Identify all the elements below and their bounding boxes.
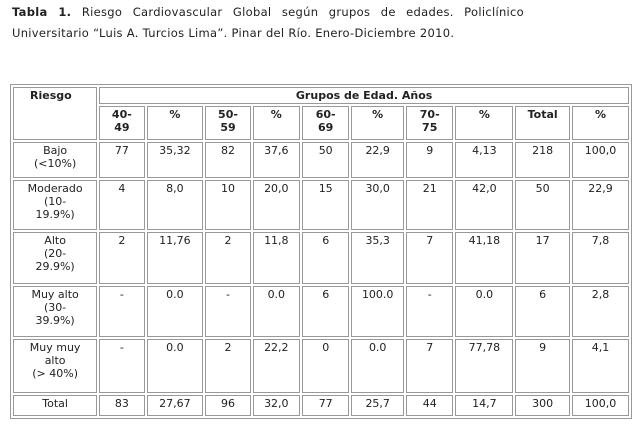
cell: 8,0 bbox=[146, 180, 204, 230]
cell: 50 bbox=[302, 142, 350, 178]
row-label: Bajo (<10%) bbox=[13, 142, 98, 178]
cell: 100,0 bbox=[572, 395, 629, 416]
cell: 77,78 bbox=[455, 339, 514, 393]
cell: 77 bbox=[302, 395, 350, 416]
caption-text: Riesgo Cardiovascular Global según grupo… bbox=[12, 5, 524, 40]
table-row: Muy muy alto (> 40%) -0.0 2 22,2 0 0.0 7 77,78 9… bbox=[13, 339, 629, 393]
column-header: 50- 59 bbox=[205, 106, 251, 140]
cell: 2 bbox=[99, 232, 145, 284]
cell: 4,1 bbox=[572, 339, 629, 393]
cell: 0.0 bbox=[455, 286, 514, 337]
header-row: 40- 49% 50- 59% 60- 69% 70- 75% Total% bbox=[13, 106, 629, 140]
cell: 2 bbox=[205, 232, 251, 284]
cell: 11,8 bbox=[252, 232, 300, 284]
caption-label: Tabla 1. bbox=[12, 5, 72, 19]
cell: 6 bbox=[302, 232, 350, 284]
table-body: Riesgo Grupos de Edad. Años 40- 49% 50- 59%… bbox=[13, 87, 629, 416]
cell: 25,7 bbox=[351, 395, 405, 416]
cell: 9 bbox=[515, 339, 571, 393]
cell: 100.0 bbox=[351, 286, 405, 337]
column-header: Total bbox=[515, 106, 571, 140]
cell: 10 bbox=[205, 180, 251, 230]
cell: 7 bbox=[406, 232, 454, 284]
cell: 6 bbox=[302, 286, 350, 337]
cell: 82 bbox=[205, 142, 251, 178]
cell: 2 bbox=[205, 339, 251, 393]
cell: 6 bbox=[515, 286, 571, 337]
table-row: Total 83 27,67 96 32,0 77 25,7 44 14,7 300 100,0 bbox=[13, 395, 629, 416]
cell: 7,8 bbox=[572, 232, 629, 284]
table-row: Bajo (<10%) 77 35,32 82 37,6 50 22,9 9 4,13 218 10… bbox=[13, 142, 629, 178]
cell: 50 bbox=[515, 180, 571, 230]
cell: 35,3 bbox=[351, 232, 405, 284]
cell: 22,2 bbox=[252, 339, 300, 393]
cell: - bbox=[99, 339, 145, 393]
cell: 35,32 bbox=[146, 142, 204, 178]
row-label: Total bbox=[13, 395, 98, 416]
column-header: 70- 75 bbox=[406, 106, 454, 140]
column-header: % bbox=[252, 106, 300, 140]
column-header: % bbox=[146, 106, 204, 140]
cell: 300 bbox=[515, 395, 571, 416]
cell: 83 bbox=[99, 395, 145, 416]
cell: 0.0 bbox=[351, 339, 405, 393]
cell: 15 bbox=[302, 180, 350, 230]
column-header: 40- 49 bbox=[99, 106, 145, 140]
cell: 37,6 bbox=[252, 142, 300, 178]
cell: 77 bbox=[99, 142, 145, 178]
cell: 30,0 bbox=[351, 180, 405, 230]
cell: 4 bbox=[99, 180, 145, 230]
cell: 0.0 bbox=[146, 339, 204, 393]
cell: 22,9 bbox=[351, 142, 405, 178]
cell: 0 bbox=[302, 339, 350, 393]
cell: 27,67 bbox=[146, 395, 204, 416]
cell: - bbox=[406, 286, 454, 337]
cell: 100,0 bbox=[572, 142, 629, 178]
header-row: Riesgo Grupos de Edad. Años bbox=[13, 87, 629, 140]
cell: 14,7 bbox=[455, 395, 514, 416]
cell: 9 bbox=[406, 142, 454, 178]
column-header: 60- 69 bbox=[302, 106, 350, 140]
row-label: Muy alto (30- 39.9%) bbox=[13, 286, 98, 337]
cell: 96 bbox=[205, 395, 251, 416]
row-label: Muy muy alto (> 40%) bbox=[13, 339, 98, 393]
column-header: % bbox=[572, 106, 629, 140]
group-header: Grupos de Edad. Años bbox=[99, 87, 629, 104]
cell: 44 bbox=[406, 395, 454, 416]
cell: - bbox=[99, 286, 145, 337]
table-row: Moderado (10- 19.9%) 4 8,0 10 20,0 15 30,0 21 42… bbox=[13, 180, 629, 230]
cell: 21 bbox=[406, 180, 454, 230]
caption: Tabla 1. Riesgo Cardiovascular Global se… bbox=[12, 2, 524, 44]
cell: 11,76 bbox=[146, 232, 204, 284]
cell: 22,9 bbox=[572, 180, 629, 230]
cell: 4,13 bbox=[455, 142, 514, 178]
cell: 218 bbox=[515, 142, 571, 178]
cell: 7 bbox=[406, 339, 454, 393]
cell: - bbox=[205, 286, 251, 337]
cell: 0.0 bbox=[146, 286, 204, 337]
cell: 20,0 bbox=[252, 180, 300, 230]
cell: 2,8 bbox=[572, 286, 629, 337]
row-label: Alto (20- 29.9%) bbox=[13, 232, 98, 284]
risk-table: Riesgo Grupos de Edad. Años 40- 49% 50- 59%… bbox=[10, 84, 632, 419]
cell: 0.0 bbox=[252, 286, 300, 337]
row-label: Moderado (10- 19.9%) bbox=[13, 180, 98, 230]
cell: 42,0 bbox=[455, 180, 514, 230]
cell: 41,18 bbox=[455, 232, 514, 284]
table-row: Muy alto (30- 39.9%) -0.0-0.0 6 100.0-0.0 6 2… bbox=[13, 286, 629, 337]
column-header: % bbox=[455, 106, 514, 140]
cell: 17 bbox=[515, 232, 571, 284]
column-header: % bbox=[351, 106, 405, 140]
table-row: Alto (20- 29.9%) 2 11,76 2 11,8 6 35,3 7 41,18 17… bbox=[13, 232, 629, 284]
corner-header: Riesgo bbox=[13, 87, 98, 140]
cell: 32,0 bbox=[252, 395, 300, 416]
